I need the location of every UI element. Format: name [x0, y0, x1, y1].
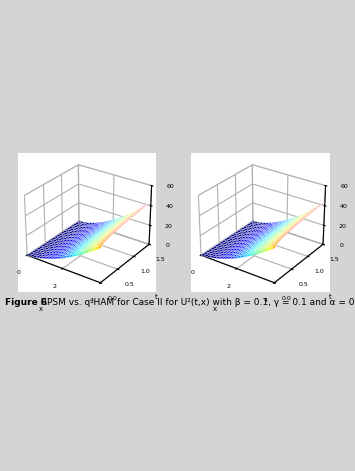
Text: RPSM vs. q-HAM for Case II for U²(t,x) with β = 0.1, γ = 0.1 and α = 0.45: RPSM vs. q-HAM for Case II for U²(t,x) w… — [35, 298, 355, 307]
Text: Figure 6: Figure 6 — [5, 298, 48, 307]
Y-axis label: t: t — [155, 294, 158, 300]
Y-axis label: t: t — [329, 294, 332, 300]
X-axis label: x: x — [39, 306, 43, 312]
X-axis label: x: x — [213, 306, 217, 312]
